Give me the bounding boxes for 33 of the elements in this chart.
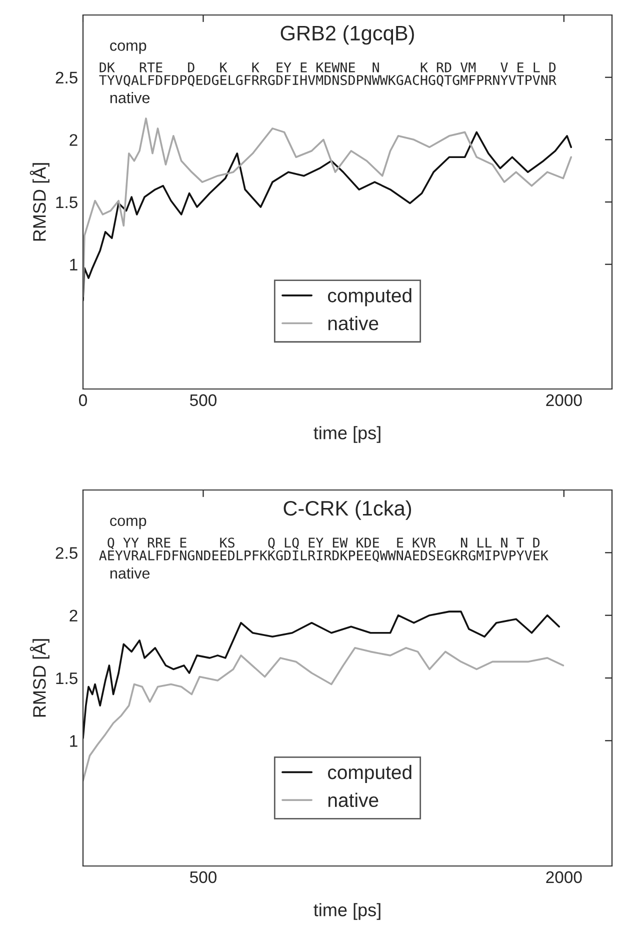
legend-label: native xyxy=(328,316,378,330)
annotation: native xyxy=(110,92,150,104)
x-tick-label: 2000 xyxy=(546,394,582,406)
y-axis-title: RMSD [Å] xyxy=(30,639,50,717)
x-tick-label: 2000 xyxy=(546,871,582,884)
y-axis-title: RMSD [Å] xyxy=(30,163,50,241)
y-tick-label: 2.5 xyxy=(56,72,78,84)
annotation: Q YY RRE E KS Q LQ EY EW KDE E KVR N LL N T D xyxy=(108,538,540,550)
y-tick-label: 2.5 xyxy=(56,547,78,559)
y-tick-label: 1 xyxy=(70,258,78,270)
y-tick-label: 2 xyxy=(70,134,78,146)
x-tick-label: 500 xyxy=(190,871,216,884)
line-series xyxy=(83,647,564,782)
y-tick-label: 2 xyxy=(70,610,78,622)
legend-label: computed xyxy=(328,764,412,784)
x-tick-label: 500 xyxy=(190,394,216,406)
annotation: native xyxy=(110,567,150,579)
line-series xyxy=(83,610,560,740)
y-tick-label: 1.5 xyxy=(56,672,78,684)
chart-title: C-CRK (1cka) xyxy=(284,500,412,520)
legend-label: native xyxy=(328,792,378,808)
annotation: comp xyxy=(110,42,146,54)
annotation: AEYVRALFDFNGNDEEDLPFKKGDILRIRDKPEEQWWNAEDSEGKRGMIPVPYVEK xyxy=(99,550,548,562)
x-tick-label: 0 xyxy=(79,394,87,406)
chart-title: GRB2 (1gcqB) xyxy=(280,25,414,45)
x-axis-title: time [ps] xyxy=(314,903,380,920)
y-tick-label: 1 xyxy=(70,735,78,747)
y-tick-label: 1.5 xyxy=(56,196,78,208)
x-axis-title: time [ps] xyxy=(314,426,380,443)
annotation: comp xyxy=(110,518,146,530)
annotation: DK RTE D K K EY E KEWNE N K RD VM V E L D xyxy=(100,62,556,72)
annotation: TYVQALFDFDPQEDGELGFRRGDFIHVMDNSDPNWWKGACHGQTGMFPRNYVTPVNR xyxy=(99,75,556,87)
legend-label: computed xyxy=(328,288,412,306)
